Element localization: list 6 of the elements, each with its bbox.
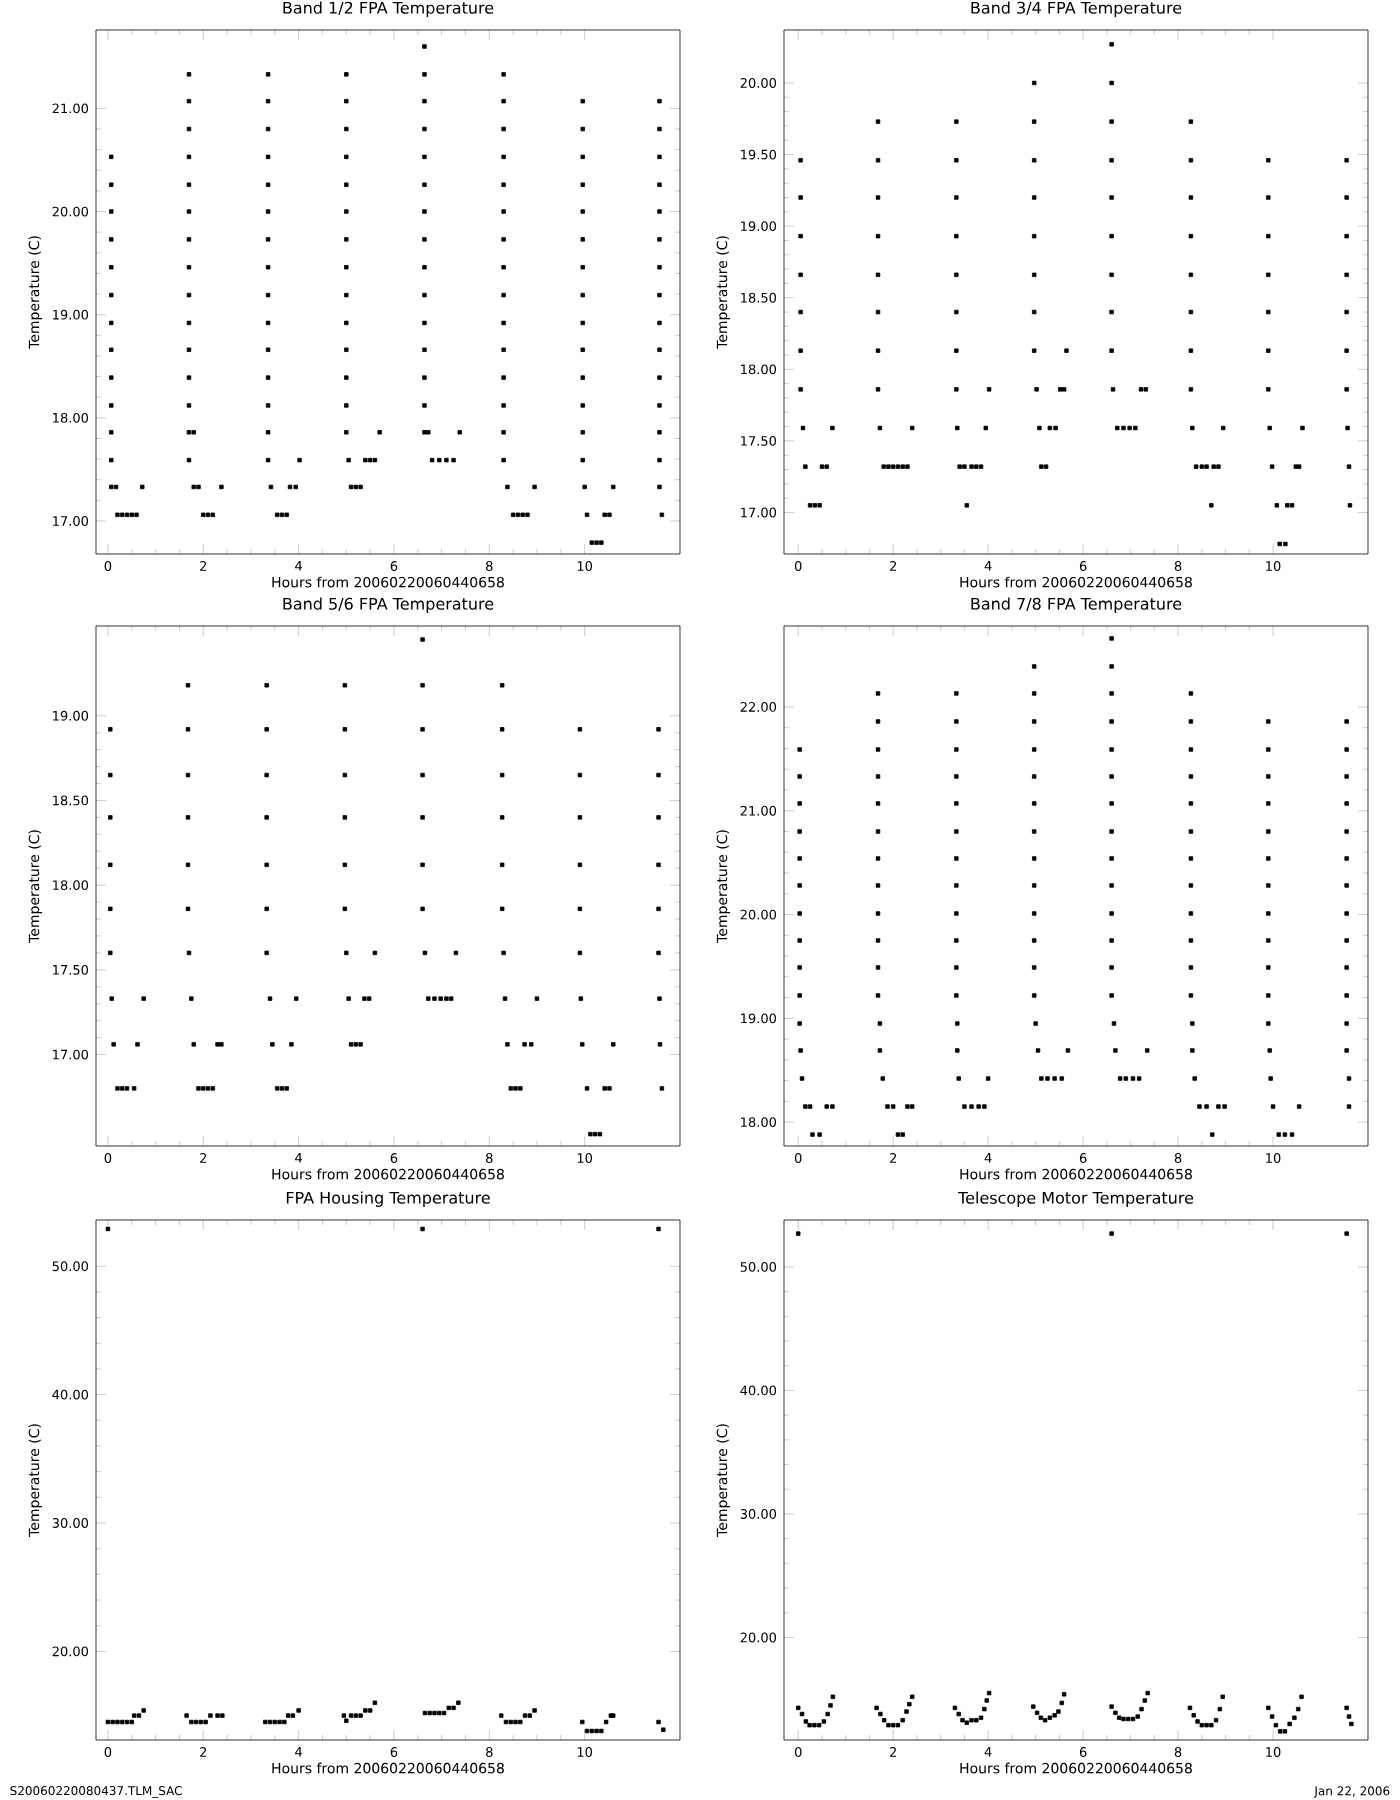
chart-title: Band 1/2 FPA Temperature xyxy=(283,1,494,17)
chart-title: FPA Housing Temperature xyxy=(286,1191,490,1207)
chart-title: Band 3/4 FPA Temperature xyxy=(971,1,1182,17)
chart-title: Telescope Motor Temperature xyxy=(958,1191,1194,1207)
chart-title: Band 5/6 FPA Temperature xyxy=(283,597,494,613)
chart-title: Band 7/8 FPA Temperature xyxy=(971,597,1182,613)
